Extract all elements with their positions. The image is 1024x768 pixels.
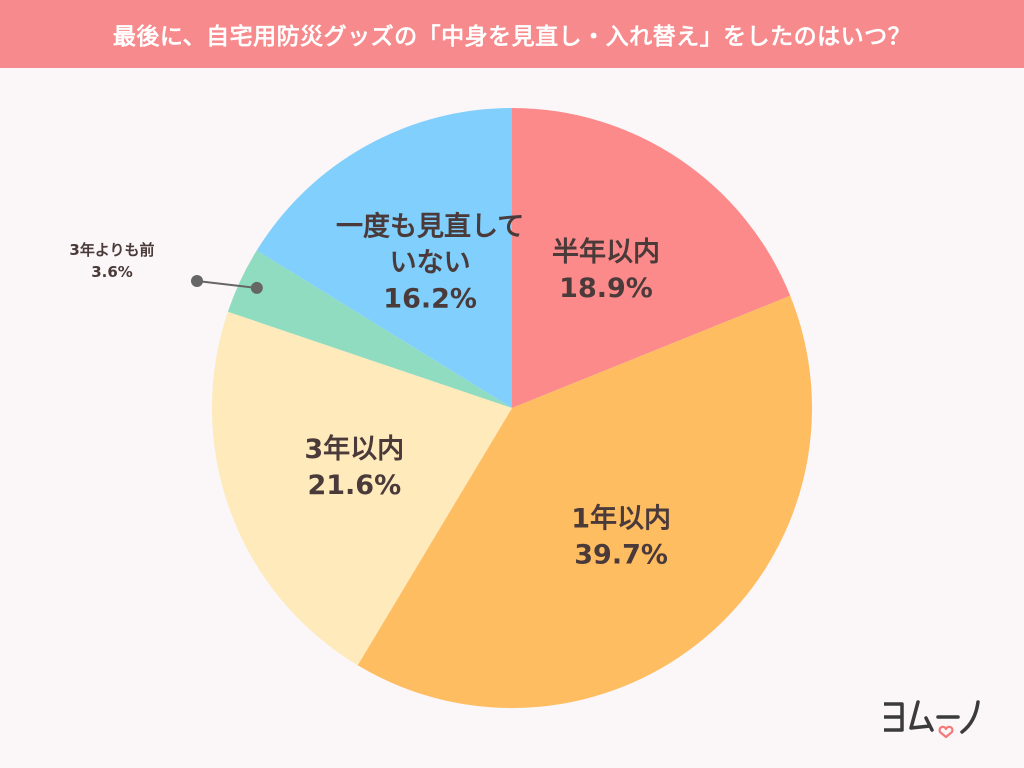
pie-labels: 半年以内 18.9% 1年以内 39.7% 3年以内 21.6% 3年よりも前 3.6% 一度も… [69,210,671,570]
leader-line [196,280,257,289]
slice-label-over-three-years: 3年よりも前 3.6% [69,241,263,294]
chart-title: 最後に、自宅用防災グッズの「中身を見直し・入れ替え」をしたのはいつ？ [112,24,912,50]
slice-value-label: 3.6% [91,263,133,281]
slice-label-half-year: 半年以内 18.9% [552,236,660,304]
slice-value-label: 18.9% [559,273,653,304]
pie-slices [211,108,812,708]
slice-category-label: 3年以内 [304,433,404,465]
leader-dot-inner [250,281,263,294]
slice-value-label: 39.7% [574,540,668,571]
yomuno-logo [878,692,988,742]
pie-chart: 半年以内 18.9% 1年以内 39.7% 3年以内 21.6% 3年よりも前 3.6% 一度も… [69,108,812,708]
pie-chart-area: 半年以内 18.9% 1年以内 39.7% 3年以内 21.6% 3年よりも前 3.6% 一度も… [0,68,1024,768]
title-bar: 最後に、自宅用防災グッズの「中身を見直し・入れ替え」をしたのはいつ？ [0,0,1024,68]
slice-category-label: 半年以内 [552,236,660,268]
slice-label-one-year: 1年以内 39.7% [571,503,671,571]
pie-slice-three-years [211,311,512,666]
pie-slice-over-three-years [227,250,512,408]
slice-category-label: 3年よりも前 [69,241,154,259]
slice-value-label: 21.6% [307,470,401,501]
slice-category-label: いない [390,247,471,278]
slice-label-three-years: 3年以内 21.6% [304,433,404,501]
slice-value-label: 16.2% [383,283,477,314]
slice-category-label: 1年以内 [571,503,671,535]
pie-slice-one-year [357,295,812,708]
pie-slice-half-year [512,108,791,408]
slice-category-label: 一度も見直して [336,210,524,242]
pie-slice-never [256,108,512,408]
leader-dot-outer [191,275,203,287]
